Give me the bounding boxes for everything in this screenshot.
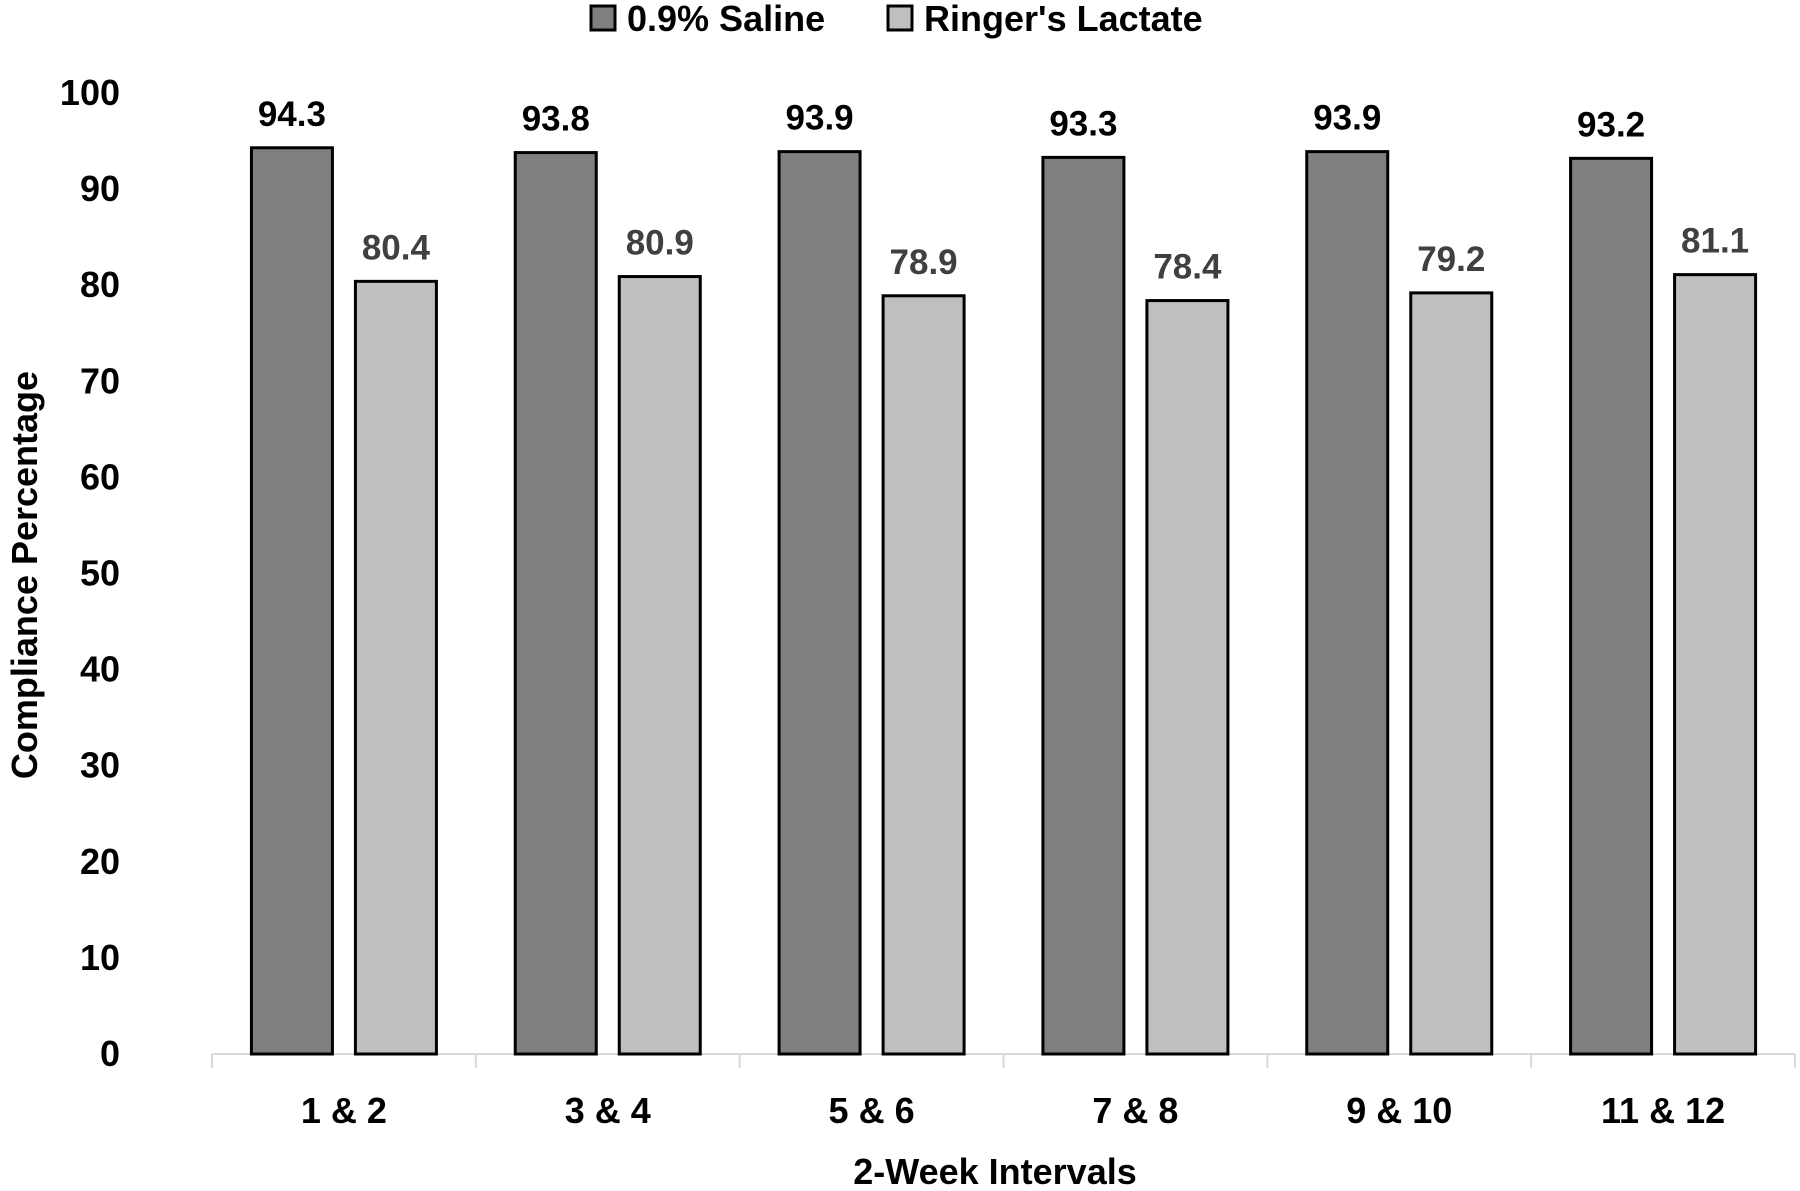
bar-saline (1569, 156, 1654, 1056)
legend-label: Ringer's Lactate (924, 0, 1203, 39)
data-label: 94.3 (258, 95, 326, 134)
y-tick-label: 100 (60, 72, 120, 113)
y-tick-label: 40 (80, 649, 120, 690)
bar-ringers-lactate (881, 294, 966, 1056)
x-tick-label: 7 & 8 (1092, 1090, 1178, 1131)
bar-ringers-lactate (1409, 291, 1494, 1056)
data-labels: 94.3 80.4 93.8 80.9 93.9 78.9 93.3 78.4 93.9 79.2… (258, 95, 1749, 287)
bar-ringers-lactate (1145, 299, 1230, 1056)
data-label: 93.2 (1577, 105, 1645, 144)
data-label: 81.1 (1681, 222, 1749, 261)
y-tick-label: 80 (80, 264, 120, 305)
bar-ringers-lactate (353, 279, 438, 1056)
y-axis-title: Compliance Percentage (4, 371, 45, 779)
bar-saline (513, 151, 598, 1056)
y-tick-label: 10 (80, 937, 120, 978)
y-tick-label: 50 (80, 553, 120, 594)
data-label: 78.4 (1153, 248, 1222, 287)
bar-saline (1305, 150, 1390, 1056)
bar-ringers-lactate (617, 275, 702, 1056)
bar-saline (1041, 155, 1126, 1056)
data-label: 93.9 (1313, 99, 1381, 138)
x-tick-label: 3 & 4 (565, 1090, 651, 1131)
y-axis: 0 10 20 30 40 50 60 70 80 90 100 (60, 72, 120, 1074)
data-label: 93.9 (786, 99, 854, 138)
legend: 0.9% Saline Ringer's Lactate (589, 0, 1203, 39)
data-label: 93.8 (522, 100, 590, 139)
bar-saline (249, 146, 334, 1056)
legend-label: 0.9% Saline (627, 0, 825, 39)
bar-ringers-lactate (1673, 273, 1758, 1056)
legend-swatch (886, 4, 914, 32)
y-tick-label: 90 (80, 168, 120, 209)
x-tick-label: 5 & 6 (829, 1090, 915, 1131)
bar-saline (777, 150, 862, 1056)
y-tick-label: 30 (80, 745, 120, 786)
x-tick-label: 1 & 2 (301, 1090, 387, 1131)
y-tick-label: 70 (80, 360, 120, 401)
legend-swatch (589, 4, 617, 32)
data-label: 80.9 (626, 224, 694, 263)
data-label: 93.3 (1049, 104, 1117, 143)
x-axis: 1 & 2 3 & 4 5 & 6 7 & 8 9 & 10 11 & 12 (211, 1053, 1796, 1131)
x-axis-title: 2-Week Intervals (853, 1151, 1136, 1191)
x-tick-label: 9 & 10 (1346, 1090, 1452, 1131)
y-tick-label: 0 (100, 1033, 120, 1074)
x-tick-label: 11 & 12 (1601, 1090, 1725, 1131)
y-tick-label: 20 (80, 841, 120, 882)
data-label: 78.9 (890, 243, 958, 282)
data-label: 79.2 (1417, 240, 1485, 279)
bars (249, 146, 1758, 1056)
data-label: 80.4 (362, 228, 431, 267)
y-tick-label: 60 (80, 456, 120, 497)
